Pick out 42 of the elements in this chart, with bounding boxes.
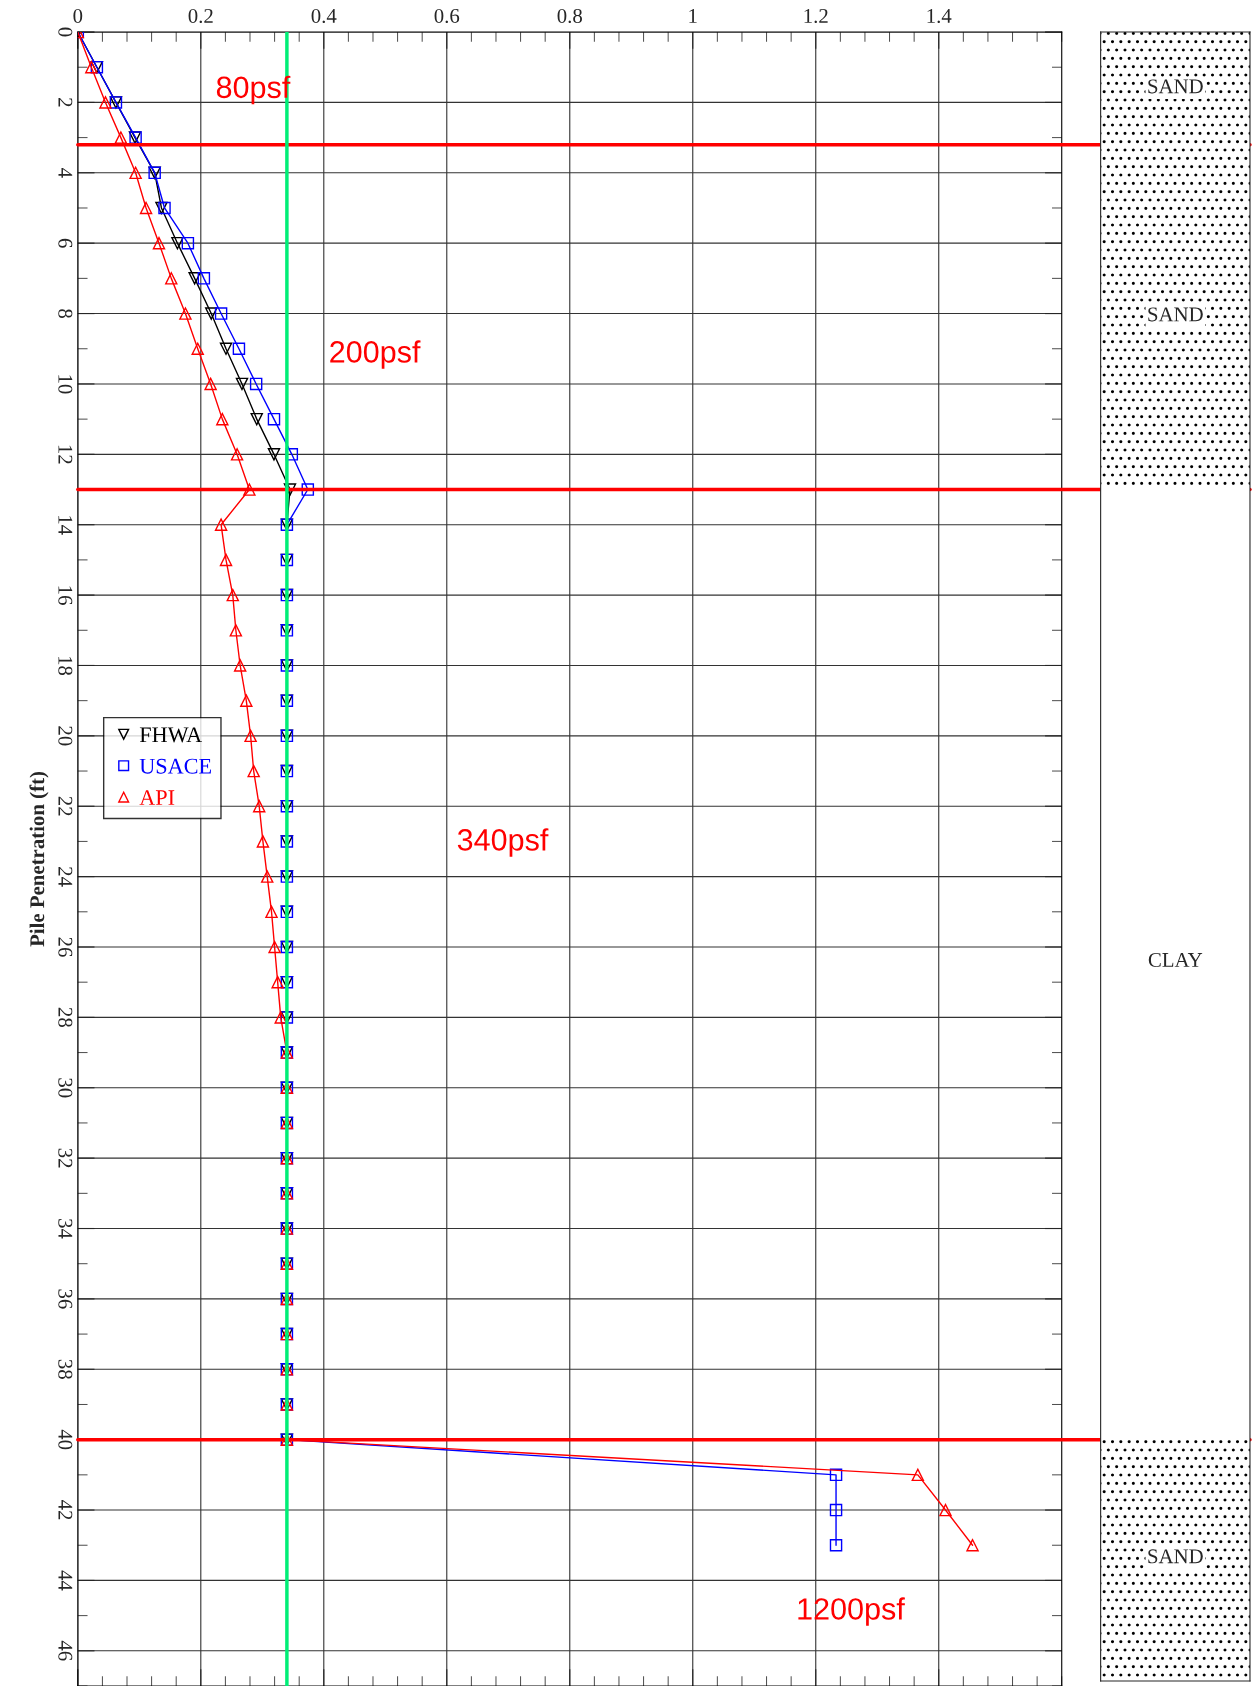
y-tick-label: 2 — [58, 98, 73, 107]
text: SAND — [1148, 79, 1203, 94]
y-tick-label: 38 — [58, 1359, 73, 1379]
legend-label: FHWA — [139, 727, 203, 743]
y-tick-label: 42 — [58, 1500, 73, 1520]
y-tick-label: 20 — [58, 726, 73, 746]
y-tick-label: 4 — [58, 168, 73, 178]
y-tick-label: 18 — [58, 656, 73, 676]
x-tick-label: 0.8 — [557, 8, 582, 24]
y-tick-label: 10 — [58, 375, 73, 394]
x-tick-label: 0.4 — [311, 8, 337, 24]
x-tick-label: 0 — [73, 8, 83, 23]
text: CLAY — [1148, 952, 1203, 967]
y-tick-label: 0 — [58, 27, 73, 37]
y-axis-title: Pile Penetration (ft) — [29, 772, 49, 947]
legend-label: API — [139, 790, 175, 805]
y-tick-label: 46 — [58, 1640, 73, 1661]
y-tick-label: 26 — [58, 937, 73, 957]
text: SAND — [1148, 1549, 1203, 1564]
x-tick-label: 1 — [689, 8, 697, 23]
y-tick-label: 22 — [58, 796, 73, 816]
y-tick-label: 14 — [58, 516, 73, 535]
x-tick-label: 1.2 — [804, 8, 828, 24]
x-tick-label: 0.6 — [434, 8, 460, 24]
annotation: 340psf — [457, 828, 549, 857]
y-tick-label: 32 — [58, 1148, 73, 1168]
x-tick-label: 0.2 — [188, 8, 213, 24]
y-tick-label: 30 — [58, 1078, 73, 1098]
x-tick-label: 1.4 — [927, 8, 952, 24]
legend-label: USACE — [139, 758, 211, 774]
y-tick-label: 12 — [58, 445, 73, 464]
y-tick-label: 28 — [58, 1007, 73, 1027]
text: SAND — [1148, 307, 1203, 322]
y-tick-label: 40 — [58, 1429, 73, 1450]
y-tick-label: 16 — [58, 586, 73, 605]
y-tick-label: 34 — [58, 1219, 73, 1239]
y-tick-label: 44 — [58, 1570, 73, 1591]
y-tick-label: 24 — [58, 867, 73, 887]
y-tick-label: 36 — [58, 1289, 73, 1309]
y-tick-label: 8 — [58, 309, 73, 318]
annotation: 200psf — [330, 340, 421, 369]
y-tick-label: 6 — [58, 238, 73, 248]
